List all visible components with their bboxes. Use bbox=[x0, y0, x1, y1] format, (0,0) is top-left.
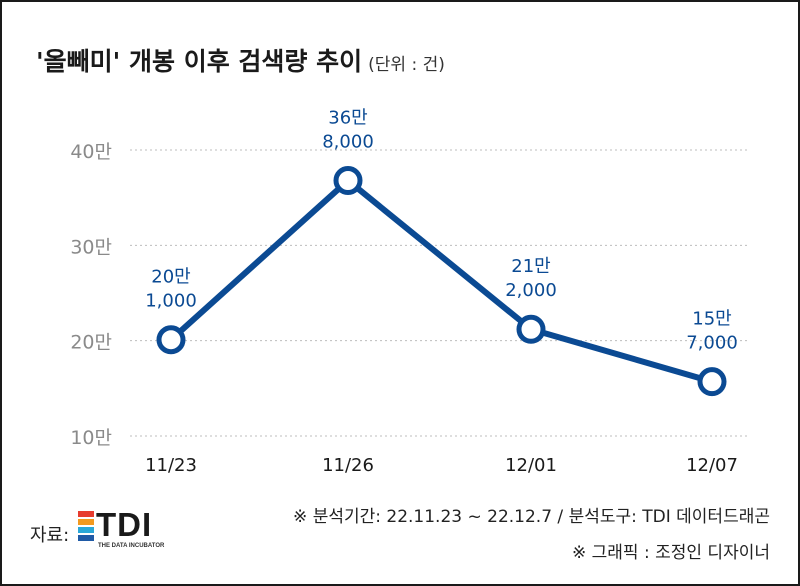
data-label-line1: 21만 bbox=[511, 256, 550, 277]
data-point bbox=[697, 367, 727, 397]
chart-title: '올빼미' 개봉 이후 검색량 추이 (단위 : 건) bbox=[36, 42, 445, 78]
x-tick-label: 12/07 bbox=[686, 455, 738, 476]
graphic-credit: ※ 그래픽 : 조정인 디자이너 bbox=[572, 543, 770, 563]
data-point bbox=[156, 325, 186, 355]
x-tick-label: 11/26 bbox=[322, 455, 374, 476]
analysis-period-note: ※ 분석기간: 22.11.23 ~ 22.12.7 / 분석도구: TDI 데… bbox=[293, 507, 770, 527]
data-label-line2: 1,000 bbox=[145, 291, 197, 312]
data-label-line2: 8,000 bbox=[322, 132, 374, 153]
logo-stripe-cyan bbox=[78, 527, 94, 533]
data-label-line2: 7,000 bbox=[686, 333, 738, 354]
data-point bbox=[333, 166, 363, 196]
y-tick-label: 30만 bbox=[70, 236, 112, 258]
y-tick-label: 20만 bbox=[70, 332, 112, 354]
series-line bbox=[168, 177, 715, 385]
chart-title-unit: (단위 : 건) bbox=[368, 55, 445, 75]
y-axis-ticks: 10만 20만 30만 40만 bbox=[70, 141, 112, 449]
logo-stripes bbox=[78, 511, 94, 541]
logo-tagline: THE DATA INCUBATOR bbox=[98, 543, 165, 549]
source-label: 자료: bbox=[30, 525, 70, 546]
data-label-line2: 2,000 bbox=[505, 280, 557, 301]
x-tick-label: 12/01 bbox=[505, 455, 557, 476]
chart-title-main: '올빼미' 개봉 이후 검색량 추이 bbox=[36, 47, 363, 76]
y-tick-label: 10만 bbox=[70, 427, 112, 449]
data-labels: 20만 1,000 36만 8,000 21만 2,000 15만 7,000 bbox=[145, 108, 738, 354]
x-axis-ticks: 11/23 11/26 12/01 12/07 bbox=[145, 455, 738, 476]
y-tick-label: 40만 bbox=[70, 141, 112, 163]
data-point bbox=[516, 314, 546, 344]
logo-stripe-blue bbox=[78, 535, 94, 541]
tdi-logo: TDI THE DATA INCUBATOR bbox=[78, 506, 170, 552]
data-label-line1: 15만 bbox=[692, 309, 731, 330]
data-label-line1: 20만 bbox=[151, 267, 190, 288]
gridlines bbox=[130, 149, 748, 437]
logo-stripe-orange bbox=[78, 519, 94, 525]
series-line-group bbox=[156, 166, 727, 397]
logo-letters: TDI bbox=[96, 506, 153, 543]
logo-stripe-red bbox=[78, 511, 94, 517]
data-label-line1: 36만 bbox=[328, 108, 367, 129]
x-tick-label: 11/23 bbox=[145, 455, 197, 476]
